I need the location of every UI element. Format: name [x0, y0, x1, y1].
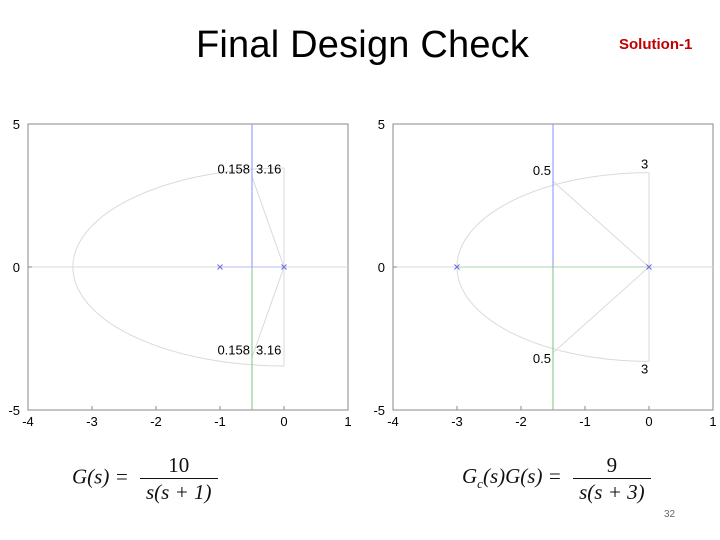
- root-locus-plot-right: -4 -3 -2 -1 0 1 5 0 -5 0.5 3 0.5 3: [365, 110, 717, 440]
- y-tick-label: 5: [378, 117, 385, 132]
- x-tick-label: -1: [214, 414, 226, 429]
- natural-frequency-label: 3.16: [256, 162, 281, 177]
- y-tick-label: 5: [13, 117, 20, 132]
- damping-ray: [251, 266, 285, 358]
- compensated-transfer-function: Gc(s)G(s) = 9 s(s + 3): [462, 452, 651, 505]
- y-tick-label: 0: [378, 260, 385, 275]
- x-tick-label: -2: [515, 414, 527, 429]
- x-tick-label: 0: [280, 414, 287, 429]
- eq-left-fraction: 10 s(s + 1): [140, 452, 218, 505]
- x-tick-label: -2: [150, 414, 162, 429]
- damping-contour-ellipse: [72, 167, 285, 367]
- eq-right-fraction: 9 s(s + 3): [573, 452, 651, 505]
- eq-right-denominator: s(s + 3): [579, 480, 645, 504]
- page-number: 32: [664, 509, 676, 520]
- pole-marker: [281, 264, 287, 270]
- eq-left-denominator: s(s + 1): [146, 480, 212, 504]
- root-locus-svg-left: -4 -3 -2 -1 0 1 5 0 -5 0.158 3.16 0.158 3.16: [8, 117, 351, 429]
- damping-ray: [552, 180, 650, 268]
- x-tick-label: -4: [22, 414, 34, 429]
- y-tick-label: -5: [373, 403, 385, 418]
- damping-ratio-label: 0.158: [217, 342, 250, 357]
- eq-left-numerator: 10: [140, 452, 218, 479]
- damping-ratio-label: 0.158: [217, 162, 250, 177]
- root-locus-svg-right: -4 -3 -2 -1 0 1 5 0 -5 0.5 3 0.5 3: [373, 117, 716, 429]
- x-tick-label: 1: [344, 414, 351, 429]
- pole-marker: [454, 264, 460, 270]
- solution-badge: Solution-1: [619, 36, 693, 53]
- pole-marker: [646, 264, 652, 270]
- natural-frequency-label: 3: [641, 157, 648, 172]
- x-tick-label: -4: [387, 414, 399, 429]
- eq-left-lhs: G(s) =: [72, 464, 129, 489]
- eq-right-numerator: 9: [573, 452, 651, 479]
- natural-frequency-label: 3: [641, 361, 648, 376]
- eq-right-lhs: Gc(s)G(s) =: [462, 464, 562, 492]
- y-tick-label: -5: [8, 403, 20, 418]
- root-locus-plot-left: -4 -3 -2 -1 0 1 5 0 -5 0.158 3.16 0.158 3.16: [0, 110, 352, 440]
- x-tick-label: -3: [451, 414, 463, 429]
- damping-ratio-label: 0.5: [533, 351, 551, 366]
- pole-marker: [217, 264, 223, 270]
- slide-title: Final Design Check: [196, 24, 530, 66]
- y-tick-label: 0: [13, 260, 20, 275]
- natural-frequency-label: 3.16: [256, 342, 281, 357]
- x-tick-label: -3: [86, 414, 98, 429]
- x-tick-label: 0: [645, 414, 652, 429]
- x-tick-label: -1: [579, 414, 591, 429]
- damping-ratio-label: 0.5: [533, 163, 551, 178]
- x-tick-label: 1: [709, 414, 716, 429]
- damping-ray: [251, 176, 285, 268]
- open-loop-transfer-function: G(s) = 10 s(s + 1): [72, 452, 218, 505]
- damping-ray: [552, 266, 650, 354]
